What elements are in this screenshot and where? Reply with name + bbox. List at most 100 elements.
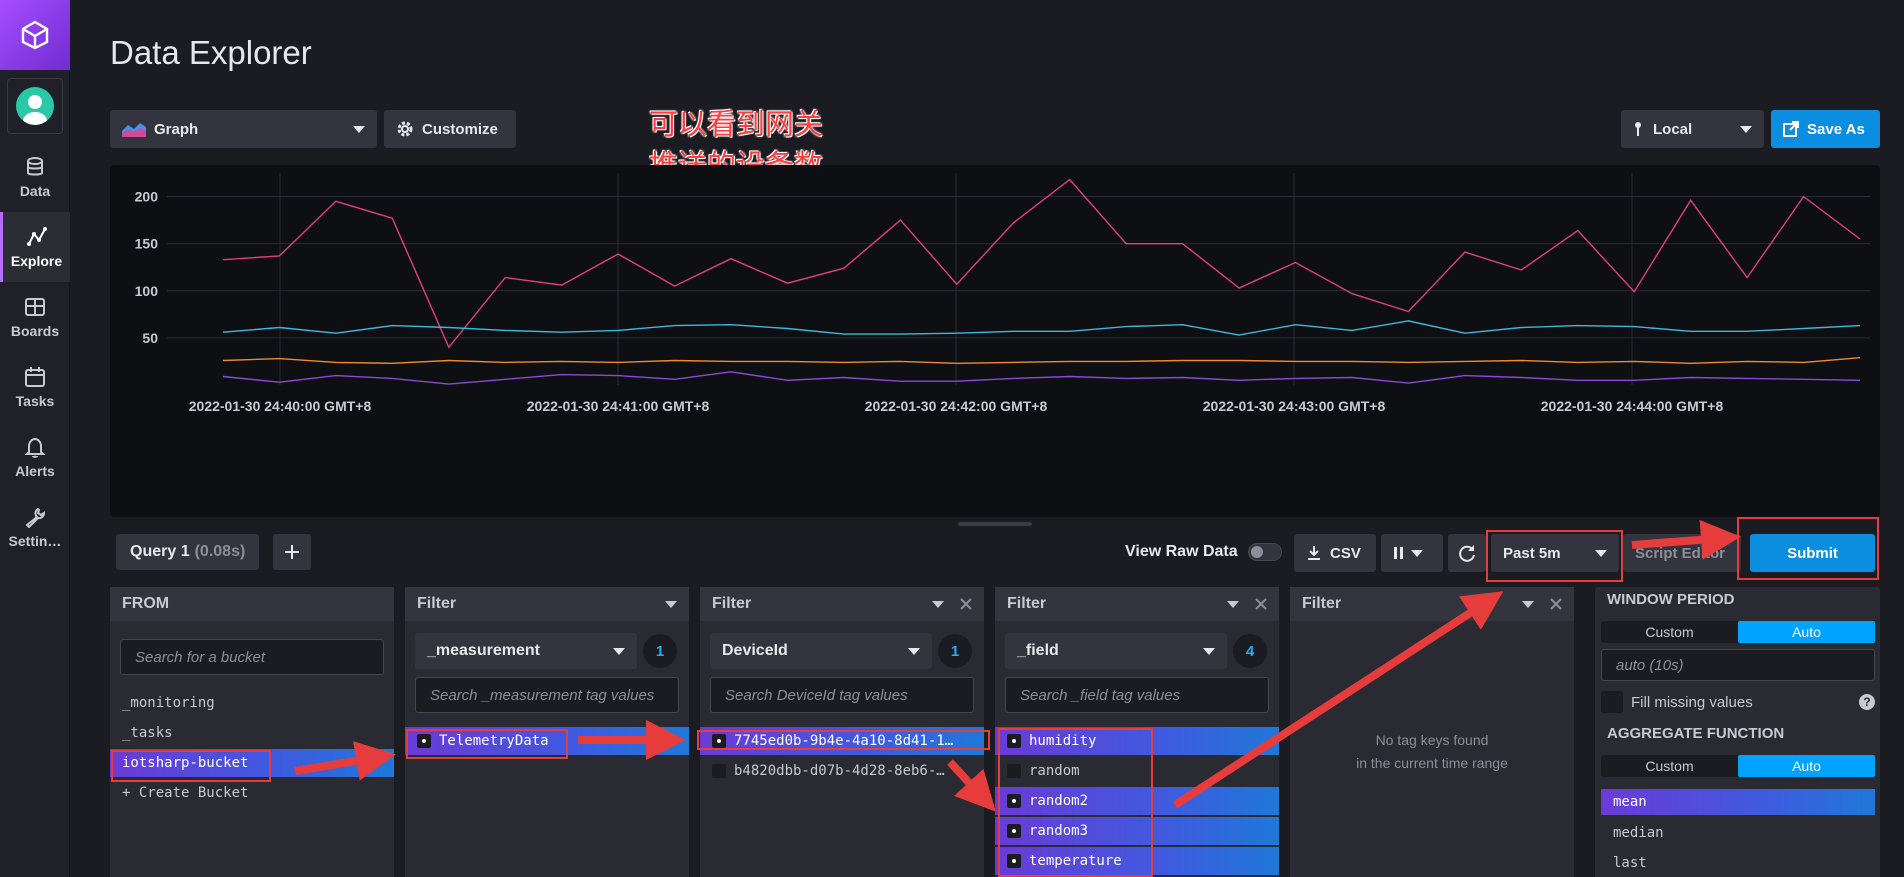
tag-value-search-input[interactable]: Search DeviceId tag values (710, 677, 974, 713)
add-query-button[interactable] (273, 534, 311, 570)
checkbox (1007, 764, 1021, 778)
tag-value-item[interactable]: temperature (995, 847, 1279, 875)
customize-label: Customize (422, 120, 498, 138)
view-type-dropdown[interactable]: Graph (110, 110, 377, 148)
aggregate-function-item-selected[interactable]: mean (1601, 789, 1875, 815)
filter-panel-title: Filter (417, 595, 457, 612)
selected-count-badge: 1 (938, 634, 972, 668)
tag-value-item[interactable]: humidity (995, 727, 1279, 755)
close-icon[interactable] (1255, 598, 1267, 610)
graph-panel[interactable]: 200 150 100 50 2022-01-30 24:40:00 GMT+8 2022… (110, 165, 1880, 517)
tag-value-item[interactable]: random (995, 757, 1279, 785)
bucket-item-selected[interactable]: iotsharp-bucket (110, 749, 394, 777)
checkbox (712, 764, 726, 778)
window-period-title: WINDOW PERIOD (1607, 591, 1735, 608)
view-raw-data-toggle[interactable] (1247, 543, 1282, 561)
aggregate-function-item[interactable]: last (1613, 855, 1647, 871)
tag-value-item[interactable]: b4820dbb-d07b-4d28-8eb6-… (700, 757, 984, 785)
sidebar-item-alerts[interactable]: Alerts (0, 422, 70, 492)
query-tab[interactable]: Query 1 (0.08s) (116, 534, 260, 570)
checkbox (712, 734, 726, 748)
sidebar-item-tasks[interactable]: Tasks (0, 352, 70, 422)
chevron-down-icon (613, 647, 625, 655)
csv-button[interactable]: CSV (1294, 534, 1376, 572)
time-range-label: Past 5m (1503, 544, 1561, 562)
window-custom-option[interactable]: Custom (1645, 624, 1694, 640)
refresh-icon (1459, 545, 1475, 562)
user-icon (22, 95, 47, 125)
tag-value-label: b4820dbb-d07b-4d28-8eb6-… (734, 763, 945, 779)
graph-type-icon (122, 123, 146, 137)
sidebar-item-explore[interactable]: Explore (0, 212, 70, 282)
close-icon[interactable] (1550, 598, 1562, 610)
bucket-search-input[interactable]: Search for a bucket (120, 639, 384, 675)
tag-key-label: _field (1017, 642, 1059, 659)
auto-refresh-dropdown[interactable] (1381, 534, 1443, 572)
tag-key-dropdown[interactable]: _measurement (415, 633, 637, 669)
chevron-down-icon[interactable] (1522, 600, 1534, 608)
chevron-down-icon[interactable] (665, 600, 677, 608)
query-tab-time: (0.08s) (194, 543, 246, 560)
tag-value-label: random3 (1029, 823, 1089, 839)
close-icon[interactable] (960, 598, 972, 610)
tag-key-label: DeviceId (722, 642, 788, 659)
bucket-item[interactable]: _tasks (122, 725, 173, 741)
page-title: Data Explorer (110, 34, 312, 71)
user-avatar-button[interactable] (6, 78, 63, 134)
sidebar-item-label: Explore (10, 252, 63, 269)
refresh-button[interactable] (1448, 534, 1486, 572)
fill-missing-checkbox[interactable] (1601, 691, 1623, 713)
aggregate-custom-option[interactable]: Custom (1645, 758, 1694, 774)
sidebar-item-boards[interactable]: Boards (0, 282, 70, 352)
submit-label: Submit (1787, 544, 1838, 562)
chart-series (222, 178, 1861, 385)
chart-grid (167, 173, 1870, 385)
aggregate-mode-toggle: Custom Auto (1601, 755, 1875, 777)
series-line-1 (222, 178, 1861, 349)
x-tick-label: 2022-01-30 24:42:00 GMT+8 (865, 398, 1048, 414)
save-as-button[interactable]: Save As (1771, 110, 1880, 148)
chevron-down-icon[interactable] (1227, 600, 1239, 608)
fill-missing-label: Fill missing values (1631, 693, 1753, 711)
create-bucket-link[interactable]: + Create Bucket (122, 785, 249, 801)
selected-count-badge: 4 (1233, 634, 1267, 668)
chevron-down-icon (908, 647, 920, 655)
tag-value-label: humidity (1029, 733, 1097, 749)
aggregate-function-item[interactable]: median (1613, 825, 1664, 841)
tag-key-dropdown[interactable]: DeviceId (710, 633, 932, 669)
query-tab-label: Query 1 (130, 543, 190, 560)
x-tick-label: 2022-01-30 24:44:00 GMT+8 (1541, 398, 1724, 414)
tag-value-label: random2 (1029, 793, 1089, 809)
csv-label: CSV (1330, 544, 1361, 562)
filter-panel-header: Filter (995, 587, 1279, 621)
view-raw-data-label: View Raw Data (1125, 543, 1238, 560)
tag-value-item[interactable]: random2 (995, 787, 1279, 815)
timezone-dropdown[interactable]: Local (1621, 110, 1764, 148)
sidebar-item-data[interactable]: Data (0, 142, 70, 212)
filter-panel-title: Filter (712, 595, 752, 612)
aggregate-auto-option[interactable]: Auto (1738, 755, 1875, 777)
tag-key-dropdown[interactable]: _field (1005, 633, 1227, 669)
filter-panel-measurement: Filter _measurement 1 Search _measuremen… (405, 587, 689, 877)
sidebar-item-settings[interactable]: Settin… (0, 492, 70, 562)
window-auto-option[interactable]: Auto (1738, 621, 1875, 643)
submit-button[interactable]: Submit (1750, 534, 1875, 572)
pin-icon (1635, 122, 1641, 136)
wrench-icon (25, 507, 45, 528)
x-tick-label: 2022-01-30 24:41:00 GMT+8 (527, 398, 710, 414)
logo[interactable] (0, 0, 70, 70)
checkbox (1007, 794, 1021, 808)
graph-resize-handle[interactable] (958, 522, 1032, 526)
customize-button[interactable]: Customize (384, 110, 516, 148)
tag-value-label: TelemetryData (439, 733, 549, 749)
tag-value-search-input[interactable]: Search _measurement tag values (415, 677, 679, 713)
tag-value-item[interactable]: random3 (995, 817, 1279, 845)
chevron-down-icon[interactable] (932, 600, 944, 608)
window-period-input[interactable]: auto (10s) (1601, 649, 1875, 681)
bucket-item[interactable]: _monitoring (122, 695, 215, 711)
help-icon[interactable]: ? (1859, 694, 1875, 710)
time-range-dropdown[interactable]: Past 5m (1491, 534, 1619, 572)
tag-value-search-input[interactable]: Search _field tag values (1005, 677, 1269, 713)
aggregate-panel: WINDOW PERIOD Custom Auto auto (10s) Fil… (1595, 587, 1880, 877)
